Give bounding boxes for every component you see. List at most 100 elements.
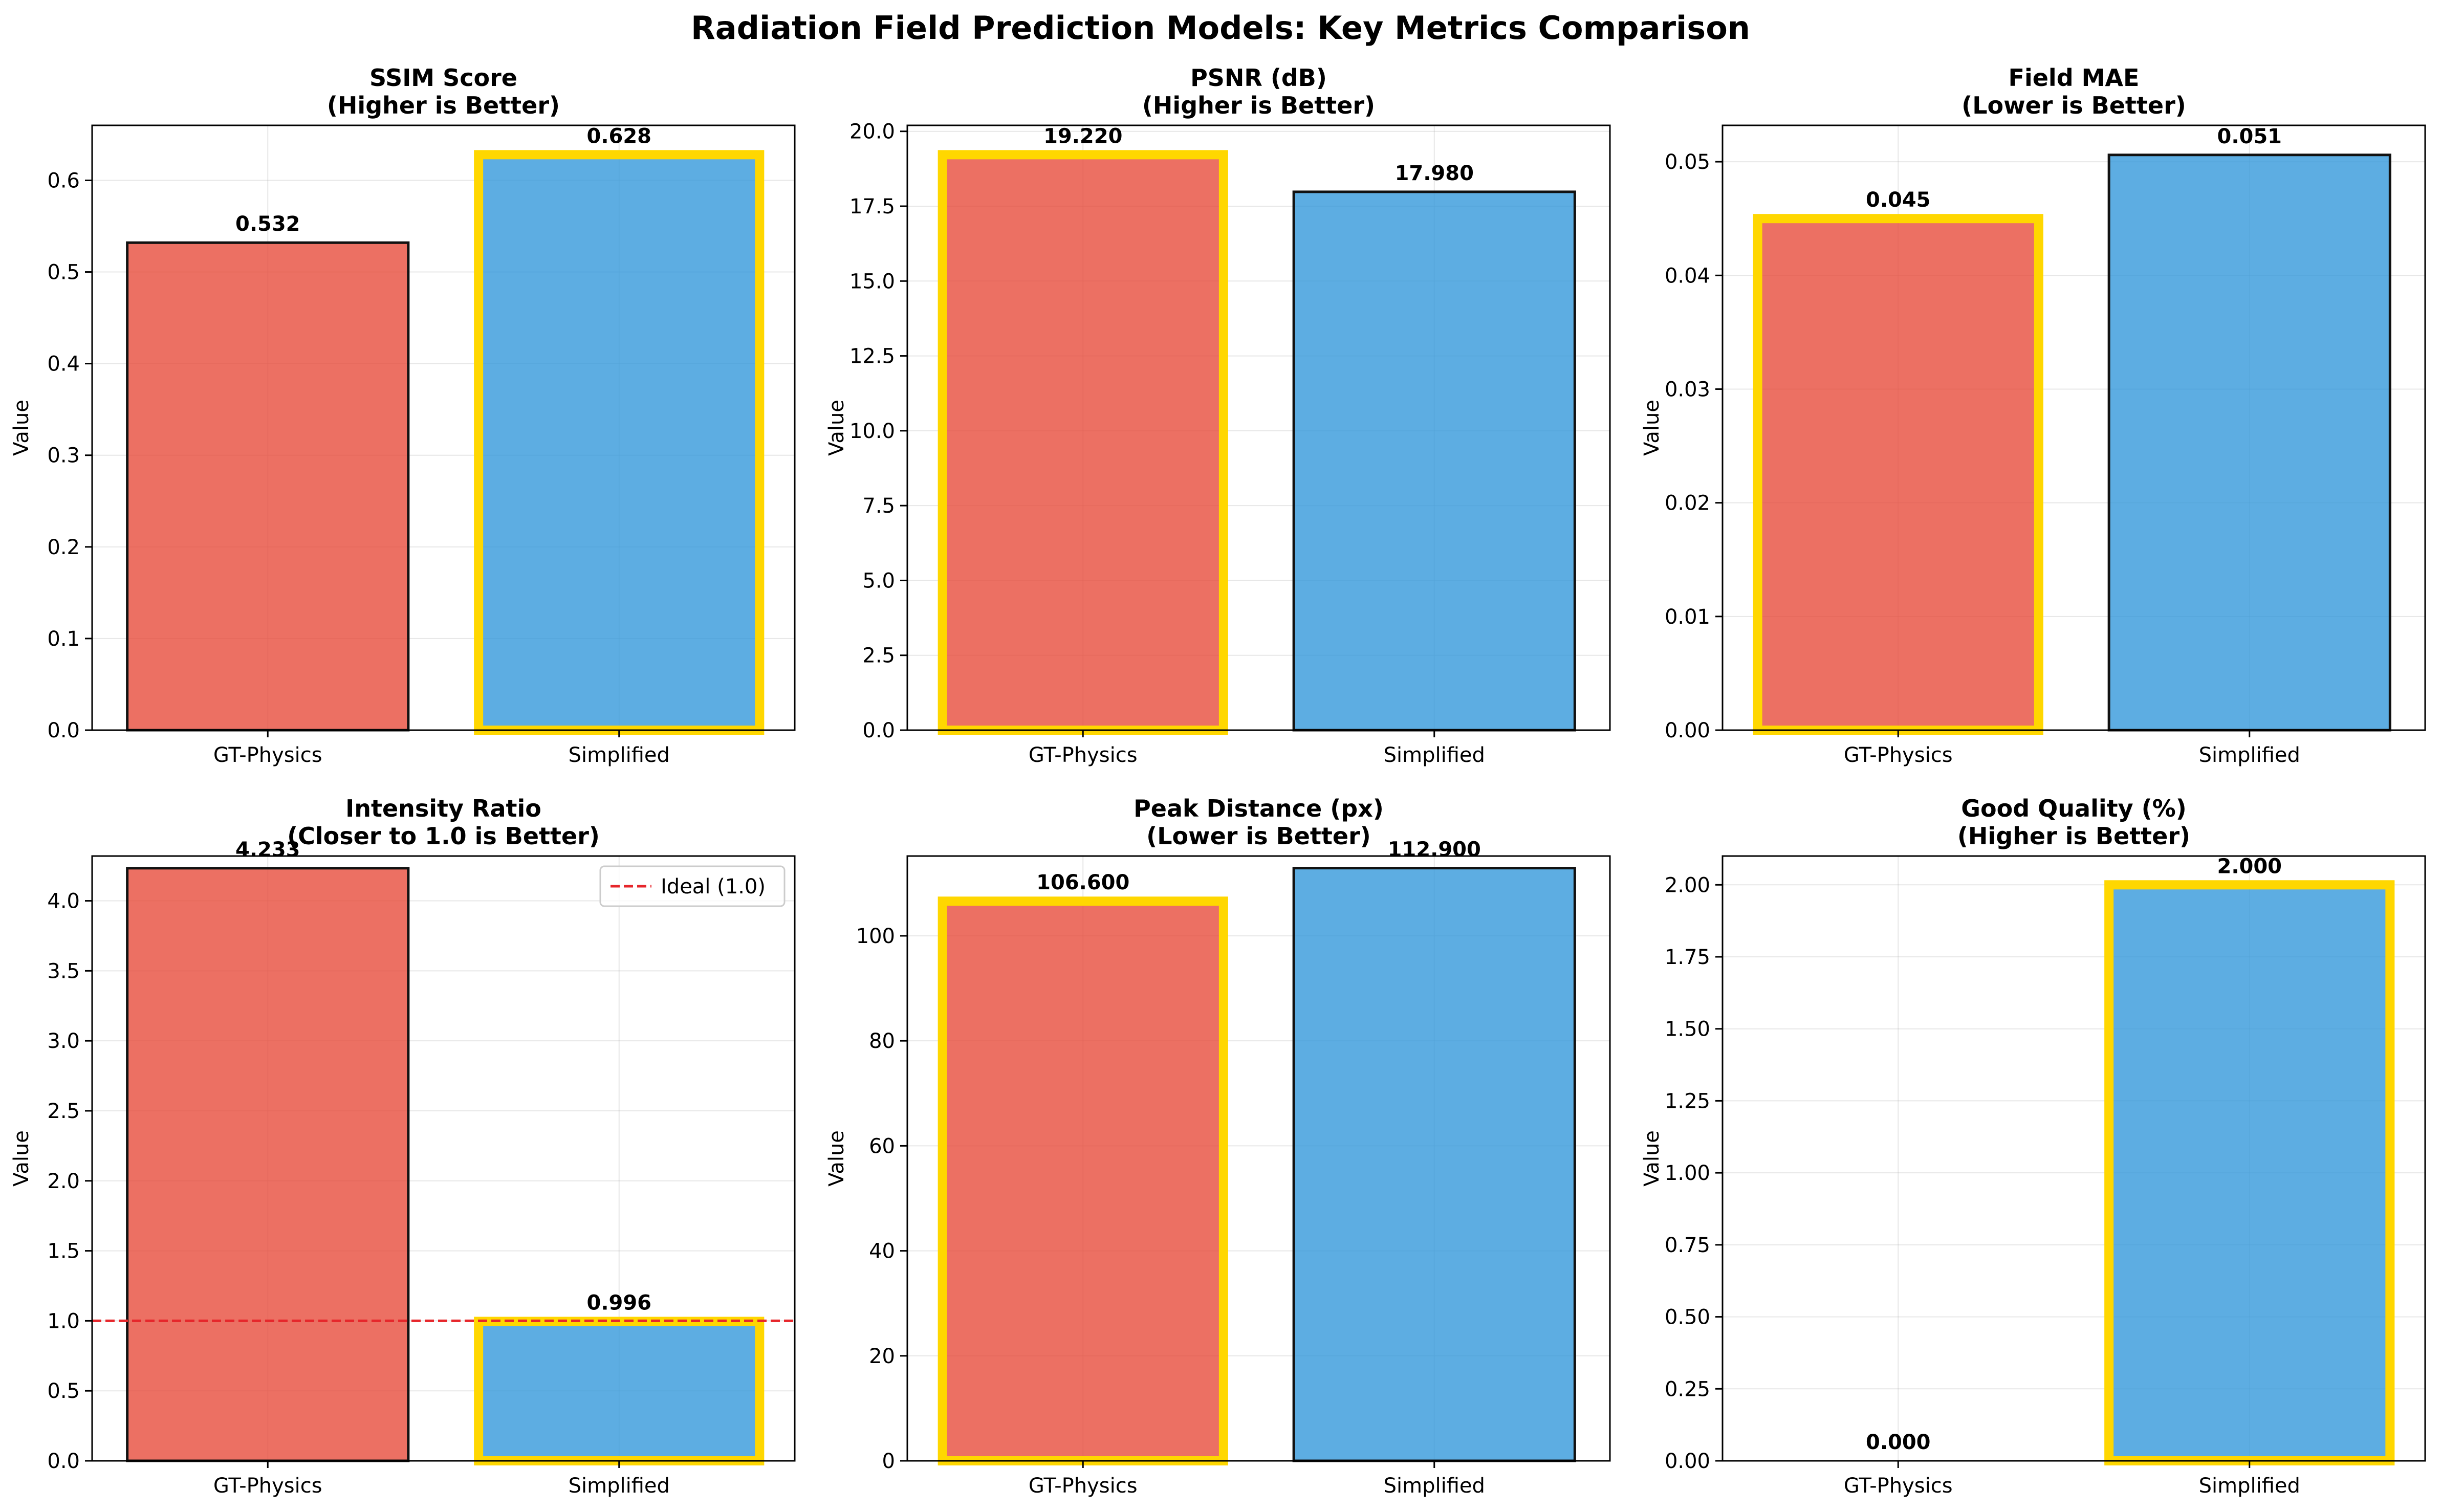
y-tick-label: 0.00 — [1665, 1450, 1710, 1473]
x-tick-label: Simplified — [2199, 743, 2300, 767]
value-label: 0.045 — [1866, 188, 1931, 212]
y-tick-label: 0.0 — [862, 719, 895, 742]
y-tick-label: 15.0 — [849, 270, 895, 293]
panel-subtitle: (Lower is Better) — [1961, 92, 2186, 119]
x-tick-label: Simplified — [569, 743, 670, 767]
y-axis-label: Value — [825, 400, 848, 456]
y-tick-label: 0.5 — [47, 261, 80, 284]
x-tick-label: GT-Physics — [1029, 1474, 1138, 1498]
y-tick-label: 7.5 — [862, 494, 895, 518]
value-label: 112.900 — [1388, 838, 1481, 862]
y-axis-label: Value — [10, 1130, 33, 1187]
panel-title: PSNR (dB) — [1190, 64, 1327, 92]
value-label: 4.233 — [235, 838, 300, 862]
axes-frame — [91, 855, 796, 1462]
y-tick-label: 0.01 — [1665, 605, 1710, 629]
y-tick-label: 2.5 — [862, 644, 895, 668]
legend-box — [599, 865, 786, 907]
x-tick-label: Simplified — [1384, 743, 1485, 767]
bar-gt-physics — [938, 896, 1228, 1465]
axes-frame — [91, 124, 796, 731]
y-tick-label: 3.5 — [47, 959, 80, 983]
chart-panel: SSIM Score(Higher is Better) 0.532 0.628 0.… — [10, 64, 796, 767]
y-tick-label: 5.0 — [862, 569, 895, 593]
panel-subtitle: (Higher is Better) — [1957, 822, 2190, 850]
y-tick-label: 1.25 — [1665, 1089, 1710, 1113]
y-tick-label: 3.0 — [47, 1029, 80, 1053]
axes-frame — [906, 124, 1611, 731]
bar-simplified — [2107, 154, 2391, 732]
value-label: 106.600 — [1036, 871, 1129, 894]
x-tick-label: GT-Physics — [1029, 743, 1138, 767]
x-tick-label: Simplified — [1384, 1474, 1485, 1498]
x-tick-label: Simplified — [569, 1474, 670, 1498]
y-tick-label: 10.0 — [849, 420, 895, 443]
y-tick-label: 4.0 — [47, 890, 80, 913]
y-tick-label: 0.6 — [47, 169, 80, 192]
value-label: 17.980 — [1395, 162, 1474, 185]
axes-frame — [906, 855, 1611, 1462]
panel-subtitle: (Higher is Better) — [327, 92, 560, 119]
y-tick-label: 0.05 — [1665, 150, 1710, 174]
bar-simplified — [1292, 867, 1576, 1462]
bar-simplified — [474, 1317, 765, 1466]
y-tick-label: 0.02 — [1665, 492, 1710, 515]
y-tick-label: 0.00 — [1665, 719, 1710, 742]
value-label: 19.220 — [1043, 124, 1122, 148]
y-tick-label: 20.0 — [849, 120, 895, 144]
y-tick-label: 2.00 — [1665, 873, 1710, 897]
y-tick-label: 1.0 — [47, 1309, 80, 1333]
y-tick-label: 17.5 — [849, 195, 895, 218]
bar-simplified — [474, 150, 765, 735]
bar-gt-physics — [126, 241, 410, 732]
y-tick-label: 0.3 — [47, 444, 80, 468]
panel-title: Peak Distance (px) — [1134, 795, 1384, 822]
y-tick-label: 0.0 — [47, 719, 80, 742]
y-tick-label: 0.0 — [47, 1450, 80, 1473]
axes-frame — [1721, 855, 2426, 1462]
y-tick-label: 1.00 — [1665, 1162, 1710, 1185]
y-tick-label: 1.50 — [1665, 1018, 1710, 1041]
y-tick-label: 0.04 — [1665, 264, 1710, 288]
y-tick-label: 100 — [856, 925, 895, 948]
panel-subtitle: (Higher is Better) — [1142, 92, 1375, 119]
x-tick-label: GT-Physics — [1844, 1474, 1953, 1498]
legend-label: Ideal (1.0) — [661, 875, 766, 899]
value-label: 0.532 — [235, 212, 300, 236]
y-tick-label: 0.03 — [1665, 378, 1710, 401]
x-tick-label: Simplified — [2199, 1474, 2300, 1498]
value-label: 0.051 — [2217, 125, 2282, 148]
value-label: 0.996 — [586, 1291, 651, 1314]
bar-gt-physics — [126, 867, 410, 1462]
panel-title: Intensity Ratio — [345, 795, 541, 822]
y-tick-label: 40 — [869, 1240, 895, 1263]
y-tick-label: 2.0 — [47, 1170, 80, 1193]
chart-panels: SSIM Score(Higher is Better)0.5320.6280.… — [10, 64, 2426, 1498]
panel-title: Field MAE — [2009, 64, 2140, 92]
chart-panel: Intensity Ratio(Closer to 1.0 is Better)… — [10, 795, 796, 1498]
y-tick-label: 80 — [869, 1029, 895, 1053]
x-tick-label: GT-Physics — [213, 1474, 322, 1498]
axes-frame — [1721, 124, 2426, 731]
x-tick-label: GT-Physics — [1844, 743, 1953, 767]
y-tick-label: 20 — [869, 1345, 895, 1368]
y-tick-label: 0.75 — [1665, 1234, 1710, 1257]
y-tick-label: 0 — [882, 1450, 895, 1473]
y-tick-label: 0.5 — [47, 1379, 80, 1403]
bar-gt-physics — [1753, 214, 2043, 735]
chart-panel: Field MAE(Lower is Better) 0.045 0.051 0.00… — [1640, 64, 2426, 767]
value-label: 2.000 — [2217, 854, 2282, 878]
value-label: 0.628 — [586, 124, 651, 148]
y-tick-label: 12.5 — [849, 345, 895, 368]
x-tick-label: GT-Physics — [213, 743, 322, 767]
y-tick-label: 0.4 — [47, 353, 80, 376]
bar-simplified — [2104, 880, 2395, 1465]
y-tick-label: 60 — [869, 1134, 895, 1158]
chart-panel: PSNR (dB)(Higher is Better) 19.220 17.980 0… — [825, 64, 1611, 767]
bar-gt-physics — [938, 150, 1228, 735]
y-axis-label: Value — [825, 1130, 848, 1187]
chart-panel: Peak Distance (px)(Lower is Better) 106.6… — [825, 795, 1611, 1498]
bar-simplified — [1292, 190, 1576, 732]
y-tick-label: 1.75 — [1665, 946, 1710, 969]
